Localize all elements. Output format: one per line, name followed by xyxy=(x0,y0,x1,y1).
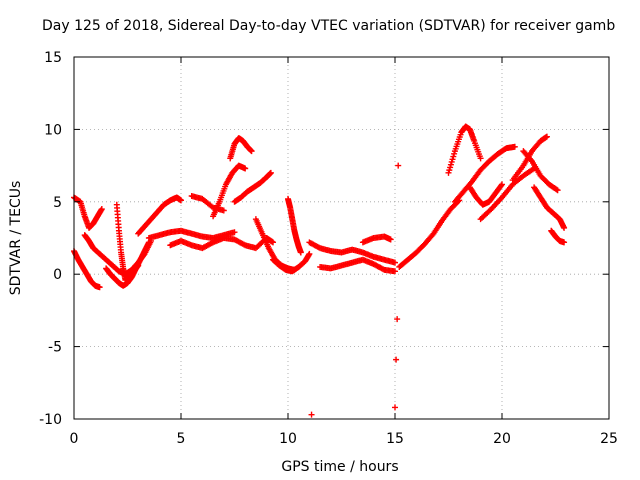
data-point xyxy=(220,207,227,214)
data-point xyxy=(306,250,313,257)
y-tick-label: 0 xyxy=(53,267,62,283)
y-tick-label: 10 xyxy=(44,122,62,138)
data-point xyxy=(267,169,274,176)
data-point xyxy=(446,167,453,174)
data-point xyxy=(98,206,105,213)
data-point xyxy=(297,249,304,256)
data-point xyxy=(553,186,560,193)
x-tick-label: 25 xyxy=(600,431,618,447)
data-point xyxy=(498,182,505,189)
data-point xyxy=(395,162,402,169)
data-point xyxy=(231,229,238,236)
data-point xyxy=(270,239,277,246)
data-point xyxy=(511,143,518,150)
x-axis-label: GPS time / hours xyxy=(281,459,398,475)
tick-labels: 0 5 10 15 20 25 -10 -5 0 5 10 15 xyxy=(39,50,618,447)
data-point xyxy=(392,404,398,411)
plot-frame xyxy=(73,56,610,420)
data-point xyxy=(393,356,400,363)
y-tick-label: -10 xyxy=(39,412,62,428)
data-point xyxy=(499,181,505,188)
data-point xyxy=(96,284,103,291)
y-tick-label: 15 xyxy=(44,50,62,66)
data-point xyxy=(445,169,452,176)
y-tick-label: -5 xyxy=(48,340,62,356)
x-tick-label: 15 xyxy=(386,431,404,447)
chart-title: Day 125 of 2018, Sidereal Day-to-day VTE… xyxy=(42,18,615,34)
data-point xyxy=(448,158,455,165)
data-point xyxy=(451,150,458,157)
data-point xyxy=(561,239,568,246)
data-point xyxy=(248,148,255,155)
x-tick-label: 20 xyxy=(493,431,511,447)
data-point xyxy=(308,411,315,418)
data-point xyxy=(392,259,398,266)
data-point xyxy=(449,156,456,163)
data-point xyxy=(242,165,249,172)
data-point xyxy=(554,187,561,194)
data-point xyxy=(561,224,568,231)
data-point xyxy=(392,268,398,275)
data-point xyxy=(447,164,454,171)
data-point xyxy=(527,156,534,163)
x-tick-label: 0 xyxy=(70,431,79,447)
data-point xyxy=(477,155,484,162)
x-tick-label: 10 xyxy=(279,431,297,447)
data-point xyxy=(387,236,394,243)
y-axis-label: SDTVAR / TECUs xyxy=(8,181,24,296)
x-tick-label: 5 xyxy=(177,431,186,447)
data-points xyxy=(71,123,568,418)
data-point xyxy=(135,262,142,269)
data-point xyxy=(450,153,457,160)
axis-ticks xyxy=(73,56,610,420)
data-point xyxy=(447,161,454,168)
data-point xyxy=(394,316,401,323)
data-point xyxy=(543,133,550,140)
y-tick-label: 5 xyxy=(53,195,62,211)
data-point xyxy=(178,197,184,204)
